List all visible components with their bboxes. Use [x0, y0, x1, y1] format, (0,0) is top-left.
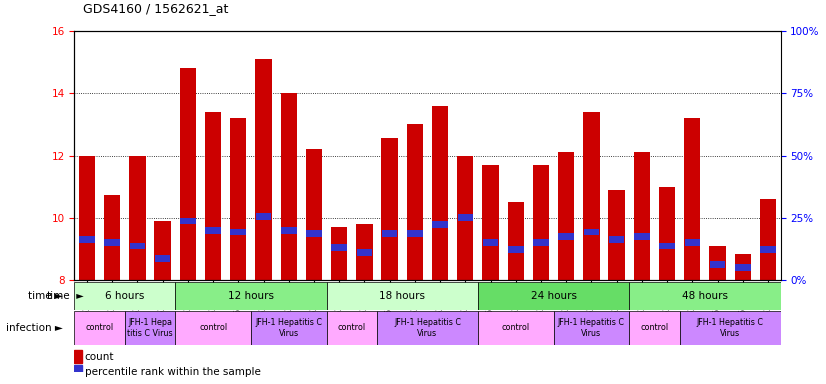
Text: JFH-1 Hepa
titis C Virus: JFH-1 Hepa titis C Virus — [127, 318, 173, 338]
Bar — [634, 233, 649, 240]
Bar — [659, 243, 675, 250]
Bar — [684, 118, 700, 280]
Bar — [175, 282, 326, 310]
Bar — [74, 349, 82, 363]
Bar — [255, 59, 272, 280]
Bar — [326, 311, 377, 345]
Bar — [180, 218, 196, 225]
Bar — [710, 246, 726, 280]
Bar — [584, 228, 599, 235]
Bar — [760, 246, 776, 253]
Text: 12 hours: 12 hours — [228, 291, 274, 301]
Bar — [382, 138, 398, 280]
Bar — [482, 165, 499, 280]
Bar — [281, 93, 297, 280]
Bar — [558, 233, 574, 240]
Bar — [458, 215, 473, 221]
Bar — [357, 249, 373, 256]
Bar — [74, 311, 125, 345]
Text: 48 hours: 48 hours — [682, 291, 728, 301]
Bar — [629, 311, 680, 345]
Text: time: time — [46, 291, 70, 301]
Bar — [356, 224, 373, 280]
Bar — [457, 156, 473, 280]
Bar — [74, 365, 82, 378]
Bar — [634, 152, 650, 280]
Text: JFH-1 Hepatitis C
Virus: JFH-1 Hepatitis C Virus — [394, 318, 461, 338]
Bar — [74, 282, 175, 310]
Bar — [507, 202, 524, 280]
Bar — [478, 311, 553, 345]
Text: JFH-1 Hepatitis C
Virus: JFH-1 Hepatitis C Virus — [255, 318, 322, 338]
Text: control: control — [640, 323, 668, 333]
Bar — [78, 156, 95, 280]
Bar — [129, 156, 145, 280]
Bar — [256, 213, 271, 220]
Bar — [306, 230, 322, 237]
Text: control: control — [199, 323, 227, 333]
Bar — [206, 227, 221, 234]
Bar — [154, 221, 171, 280]
Bar — [104, 240, 120, 246]
Text: 6 hours: 6 hours — [105, 291, 145, 301]
Bar — [609, 190, 624, 280]
Bar — [205, 112, 221, 280]
Bar — [734, 254, 751, 280]
Bar — [659, 187, 676, 280]
Bar — [432, 106, 449, 280]
Text: count: count — [85, 352, 114, 362]
Bar — [382, 230, 397, 237]
Bar — [331, 227, 348, 280]
Bar — [533, 240, 548, 246]
Bar — [760, 199, 776, 280]
Text: GDS4160 / 1562621_at: GDS4160 / 1562621_at — [83, 2, 228, 15]
Text: control: control — [86, 323, 114, 333]
Text: 18 hours: 18 hours — [379, 291, 425, 301]
Bar — [406, 124, 423, 280]
Bar — [482, 240, 498, 246]
Bar — [230, 228, 246, 235]
Text: percentile rank within the sample: percentile rank within the sample — [85, 367, 260, 377]
Bar — [710, 261, 725, 268]
Text: control: control — [501, 323, 529, 333]
Bar — [175, 311, 251, 345]
Bar — [125, 311, 175, 345]
Text: JFH-1 Hepatitis C
Virus: JFH-1 Hepatitis C Virus — [696, 318, 763, 338]
Bar — [79, 236, 95, 243]
Text: control: control — [338, 323, 366, 333]
Bar — [609, 236, 624, 243]
Bar — [553, 311, 629, 345]
Bar — [558, 152, 574, 280]
Bar — [104, 195, 121, 280]
Bar — [154, 255, 170, 262]
Bar — [478, 282, 629, 310]
Bar — [306, 149, 322, 280]
Bar — [326, 282, 478, 310]
Text: 24 hours: 24 hours — [530, 291, 577, 301]
Bar — [583, 112, 600, 280]
Text: JFH-1 Hepatitis C
Virus: JFH-1 Hepatitis C Virus — [558, 318, 625, 338]
Bar — [179, 68, 196, 280]
Text: infection ►: infection ► — [7, 323, 63, 333]
Text: time ►: time ► — [28, 291, 63, 301]
Bar — [407, 230, 423, 237]
Bar — [281, 227, 297, 234]
Bar — [230, 118, 246, 280]
Bar — [680, 311, 781, 345]
Bar — [130, 243, 145, 250]
Bar — [533, 165, 549, 280]
Bar — [735, 265, 751, 271]
Text: ►: ► — [70, 291, 84, 301]
Bar — [251, 311, 326, 345]
Bar — [685, 240, 700, 246]
Bar — [432, 221, 448, 228]
Bar — [629, 282, 781, 310]
Bar — [377, 311, 478, 345]
Bar — [331, 244, 347, 251]
Bar — [508, 246, 524, 253]
